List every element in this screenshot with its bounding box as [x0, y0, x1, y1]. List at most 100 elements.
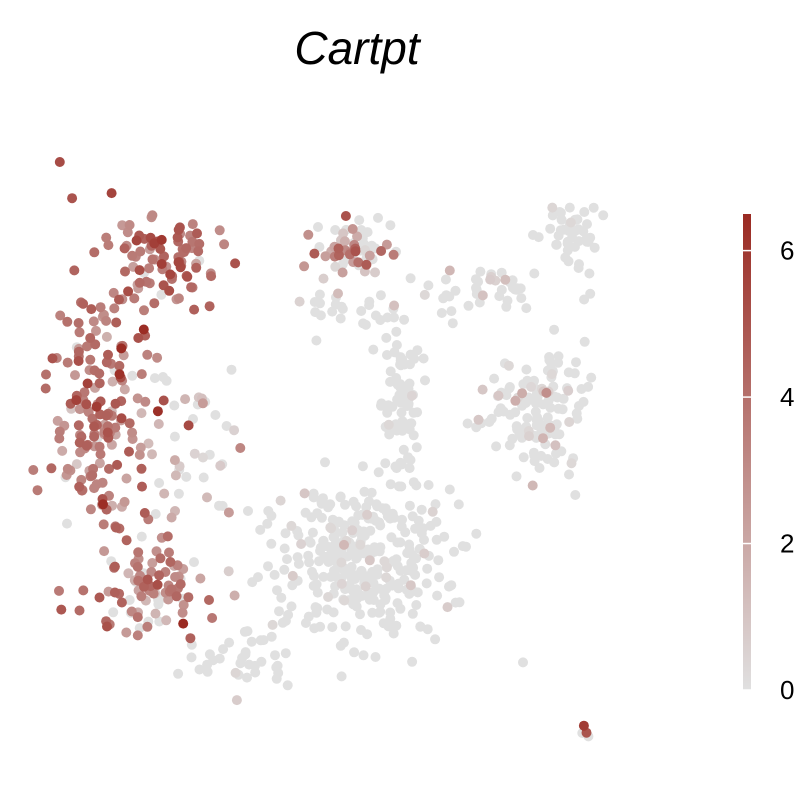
- cell-point: [94, 441, 105, 452]
- cell-point: [578, 226, 589, 237]
- cell-point: [314, 289, 325, 300]
- cell-point: [159, 251, 169, 262]
- cell-point: [547, 210, 558, 221]
- cell-point: [138, 324, 149, 335]
- colorbar-tick-label: 6: [780, 236, 794, 266]
- cell-point: [447, 318, 458, 329]
- cell-point: [154, 478, 165, 488]
- cell-point: [405, 273, 416, 284]
- cell-point: [112, 459, 123, 470]
- cell-point: [351, 584, 362, 595]
- cell-point: [189, 304, 200, 315]
- cell-point: [71, 395, 82, 406]
- cell-point: [549, 324, 560, 335]
- cell-point: [172, 232, 183, 243]
- cell-point: [309, 248, 320, 259]
- cell-point: [338, 228, 349, 239]
- cell-point: [366, 487, 377, 498]
- cell-point: [28, 465, 39, 475]
- cell-point: [564, 202, 575, 213]
- cell-point: [54, 433, 65, 444]
- cell-point: [56, 604, 67, 615]
- cell-point: [159, 488, 170, 499]
- cell-point: [395, 359, 406, 370]
- cell-point: [86, 304, 97, 315]
- cell-point: [340, 621, 351, 632]
- cell-point: [380, 595, 391, 605]
- cell-point: [182, 271, 193, 282]
- cell-point: [224, 637, 235, 648]
- cell-point: [85, 354, 96, 365]
- cell-point: [110, 398, 121, 409]
- cell-point: [240, 647, 251, 658]
- cell-point: [354, 215, 365, 226]
- cell-point: [542, 412, 553, 423]
- cell-point: [156, 234, 167, 245]
- cell-point: [402, 401, 412, 411]
- cell-point: [69, 265, 80, 276]
- cell-point: [235, 658, 246, 669]
- cell-point: [416, 504, 427, 515]
- cell-point: [276, 592, 287, 603]
- cell-point: [349, 647, 360, 658]
- cell-point: [127, 250, 138, 261]
- cell-point: [423, 480, 434, 490]
- cell-point: [149, 298, 160, 309]
- cell-point: [279, 564, 290, 575]
- cell-point: [419, 289, 430, 300]
- cell-point: [94, 378, 105, 389]
- cell-point: [55, 310, 66, 321]
- cell-point: [230, 667, 241, 678]
- cell-point: [242, 626, 253, 637]
- cell-point: [197, 398, 208, 409]
- cell-point: [162, 531, 173, 542]
- cell-point: [315, 298, 325, 309]
- cell-point: [533, 232, 544, 243]
- colorbar-gradient: [743, 214, 751, 690]
- colorbar-tick-label: 4: [780, 382, 794, 412]
- cell-point: [358, 318, 369, 329]
- cell-point: [404, 544, 415, 555]
- cell-point: [339, 539, 349, 550]
- cell-point: [110, 422, 121, 433]
- cell-point: [169, 455, 180, 466]
- cell-point: [183, 420, 194, 431]
- cell-point: [195, 573, 206, 584]
- cell-point: [116, 413, 127, 424]
- cell-point: [62, 316, 73, 327]
- cell-point: [305, 537, 316, 548]
- cell-point: [226, 364, 237, 375]
- cell-point: [32, 485, 43, 496]
- cell-point: [335, 313, 346, 324]
- cell-point: [149, 373, 160, 384]
- cell-point: [250, 667, 261, 678]
- cell-point: [336, 671, 347, 682]
- cell-point: [152, 406, 163, 417]
- cell-point: [477, 384, 488, 395]
- cell-point: [406, 557, 417, 568]
- cell-point: [336, 578, 347, 589]
- cell-point: [266, 631, 277, 642]
- cell-point: [116, 343, 127, 354]
- cell-point: [524, 431, 534, 442]
- cell-point: [134, 265, 145, 276]
- cell-point: [511, 471, 522, 482]
- cell-point: [310, 307, 321, 318]
- cell-point: [396, 521, 407, 532]
- cell-point: [57, 445, 68, 456]
- colorbar-tick-label: 2: [780, 529, 794, 559]
- cell-point: [360, 581, 371, 592]
- cell-point: [504, 383, 515, 394]
- cell-point: [357, 461, 368, 472]
- cell-point: [307, 527, 318, 538]
- cell-point: [336, 557, 347, 568]
- cell-point: [518, 657, 528, 668]
- cell-point: [127, 427, 138, 438]
- cell-point: [94, 458, 105, 469]
- cell-point: [311, 335, 322, 346]
- cell-point: [156, 259, 167, 269]
- cell-point: [404, 500, 415, 511]
- cell-point: [124, 446, 134, 457]
- cell-point: [389, 300, 400, 311]
- cell-point: [430, 499, 441, 510]
